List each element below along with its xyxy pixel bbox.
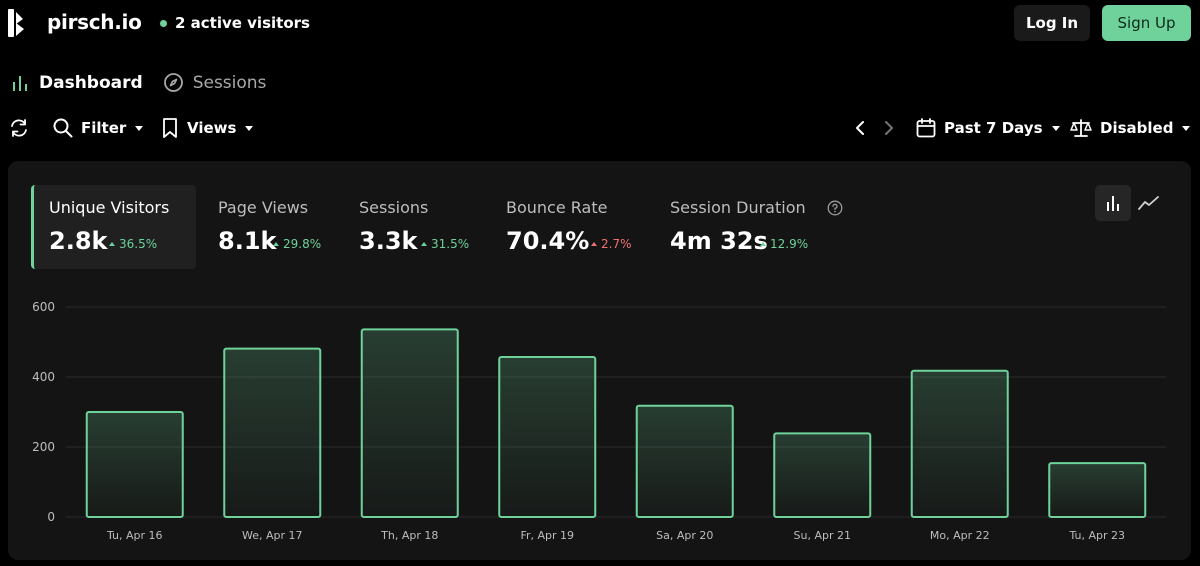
brand-name[interactable]: pirsch.io (47, 10, 142, 34)
metric-label: Bounce Rate (506, 198, 608, 217)
tab-sessions-label: Sessions (192, 72, 267, 93)
x-tick-label: We, Apr 17 (242, 529, 303, 542)
metric-value: 70.4% (506, 227, 590, 255)
arrow-up-icon (591, 242, 597, 246)
metric-change: 29.8% (273, 237, 321, 251)
metric-change-value: 36.5% (119, 237, 158, 251)
chart-bar[interactable] (360, 328, 459, 519)
statistics-panel: Unique Visitors 2.8k 36.5% Page Views 8.… (8, 161, 1191, 560)
signup-button[interactable]: Sign Up (1102, 5, 1191, 41)
active-visitors-indicator: 2 active visitors (160, 14, 310, 32)
y-tick-label: 600 (32, 300, 55, 314)
chart-bars (85, 328, 1147, 519)
chart-bar[interactable] (773, 432, 872, 519)
metric-value: 3.3k (359, 227, 418, 255)
metric-change: 12.9% (760, 237, 808, 251)
chevron-down-icon (245, 125, 254, 131)
period-label: Past 7 Days (944, 119, 1043, 137)
help-icon[interactable] (827, 200, 843, 216)
metric-change: 31.5% (421, 237, 469, 251)
metric-session-duration[interactable]: Session Duration 4m 32s 12.9% (655, 185, 855, 269)
metric-change: 36.5% (109, 237, 157, 251)
views-dropdown[interactable]: Views (160, 114, 254, 142)
refresh-icon (11, 119, 27, 137)
metric-change: 2.7% (591, 237, 632, 251)
visitors-bar-chart: 0 200 400 600 Tu, Apr 16 We, Apr 17 Th, Apr 1… (32, 300, 1166, 542)
chevron-down-icon (1051, 125, 1060, 131)
bar-chart-icon (1107, 196, 1119, 211)
x-tick-label: Th, Apr 18 (380, 529, 438, 542)
chevron-down-icon (135, 125, 144, 131)
metric-value: 2.8k (49, 227, 108, 255)
filter-dropdown[interactable]: Filter (52, 114, 144, 142)
tab-dashboard-label: Dashboard (39, 72, 143, 93)
active-visitors-text: 2 active visitors (175, 14, 310, 32)
chart-x-labels: Tu, Apr 16 We, Apr 17 Th, Apr 18 Fr, Apr 19… (106, 529, 1125, 542)
metric-change-value: 29.8% (283, 237, 322, 251)
arrow-up-icon (760, 242, 766, 246)
chevron-down-icon (1182, 125, 1191, 131)
calendar-icon (916, 118, 936, 138)
metric-page-views[interactable]: Page Views 8.1k 29.8% (203, 185, 333, 269)
bookmark-icon (163, 118, 177, 138)
compass-icon (163, 73, 183, 92)
x-tick-label: Fr, Apr 19 (520, 529, 574, 542)
chevron-left-icon (856, 121, 864, 135)
previous-period-button[interactable] (853, 114, 867, 142)
y-tick-label: 400 (32, 370, 55, 384)
period-dropdown[interactable]: Past 7 Days (915, 114, 1060, 142)
login-button[interactable]: Log In (1014, 5, 1090, 41)
chevron-right-icon (885, 121, 893, 135)
bar-chart-view-button[interactable] (1095, 185, 1131, 221)
x-tick-label: Su, Apr 21 (794, 529, 851, 542)
scale-icon (1070, 119, 1092, 137)
arrow-up-icon (109, 242, 115, 246)
metric-change-value: 2.7% (601, 237, 632, 251)
y-tick-label: 200 (32, 440, 55, 454)
arrow-up-icon (273, 242, 279, 246)
metric-change-value: 31.5% (431, 237, 470, 251)
views-label: Views (187, 119, 237, 137)
tab-sessions[interactable]: Sessions (163, 72, 267, 93)
search-icon (53, 118, 73, 138)
metric-change-value: 12.9% (770, 237, 809, 251)
tab-dashboard[interactable]: Dashboard (10, 72, 143, 93)
metric-label: Session Duration (670, 198, 806, 217)
filter-label: Filter (81, 119, 127, 137)
arrow-up-icon (421, 242, 427, 246)
x-tick-label: Tu, Apr 16 (106, 529, 163, 542)
metric-value: 4m 32s (670, 227, 768, 255)
refresh-button[interactable] (8, 114, 30, 142)
metric-label: Page Views (218, 198, 309, 217)
metric-bounce-rate[interactable]: Bounce Rate 70.4% 2.7% (491, 185, 641, 269)
chart-bar[interactable] (635, 404, 734, 518)
top-bar: pirsch.io 2 active visitors Log In Sign … (0, 0, 1200, 46)
x-tick-label: Mo, Apr 22 (930, 529, 990, 542)
chart-bar[interactable] (223, 347, 322, 519)
metric-label: Sessions (359, 198, 429, 217)
y-tick-label: 0 (47, 510, 55, 524)
bar-chart-icon (13, 75, 27, 91)
metric-value: 8.1k (218, 227, 277, 255)
line-chart-view-button[interactable] (1131, 185, 1167, 221)
comparison-label: Disabled (1100, 119, 1174, 137)
line-chart-icon (1138, 196, 1159, 210)
toolbar: Filter Views Past 7 Days Disabled (8, 114, 1193, 142)
x-tick-label: Sa, Apr 20 (656, 529, 713, 542)
chart-bar[interactable] (1048, 462, 1147, 519)
comparison-dropdown[interactable]: Disabled (1069, 114, 1191, 142)
main-nav: Dashboard Sessions (10, 72, 266, 93)
pirsch-logo-icon[interactable] (8, 9, 30, 37)
metric-unique-visitors[interactable]: Unique Visitors 2.8k 36.5% (31, 185, 196, 269)
metric-sessions[interactable]: Sessions 3.3k 31.5% (344, 185, 474, 269)
x-tick-label: Tu, Apr 23 (1068, 529, 1125, 542)
chart-bar[interactable] (910, 369, 1009, 518)
chart-bar[interactable] (498, 356, 597, 518)
next-period-button[interactable] (882, 114, 896, 142)
live-dot-icon (160, 19, 167, 27)
metric-label: Unique Visitors (49, 198, 170, 217)
chart-bar[interactable] (85, 411, 184, 518)
